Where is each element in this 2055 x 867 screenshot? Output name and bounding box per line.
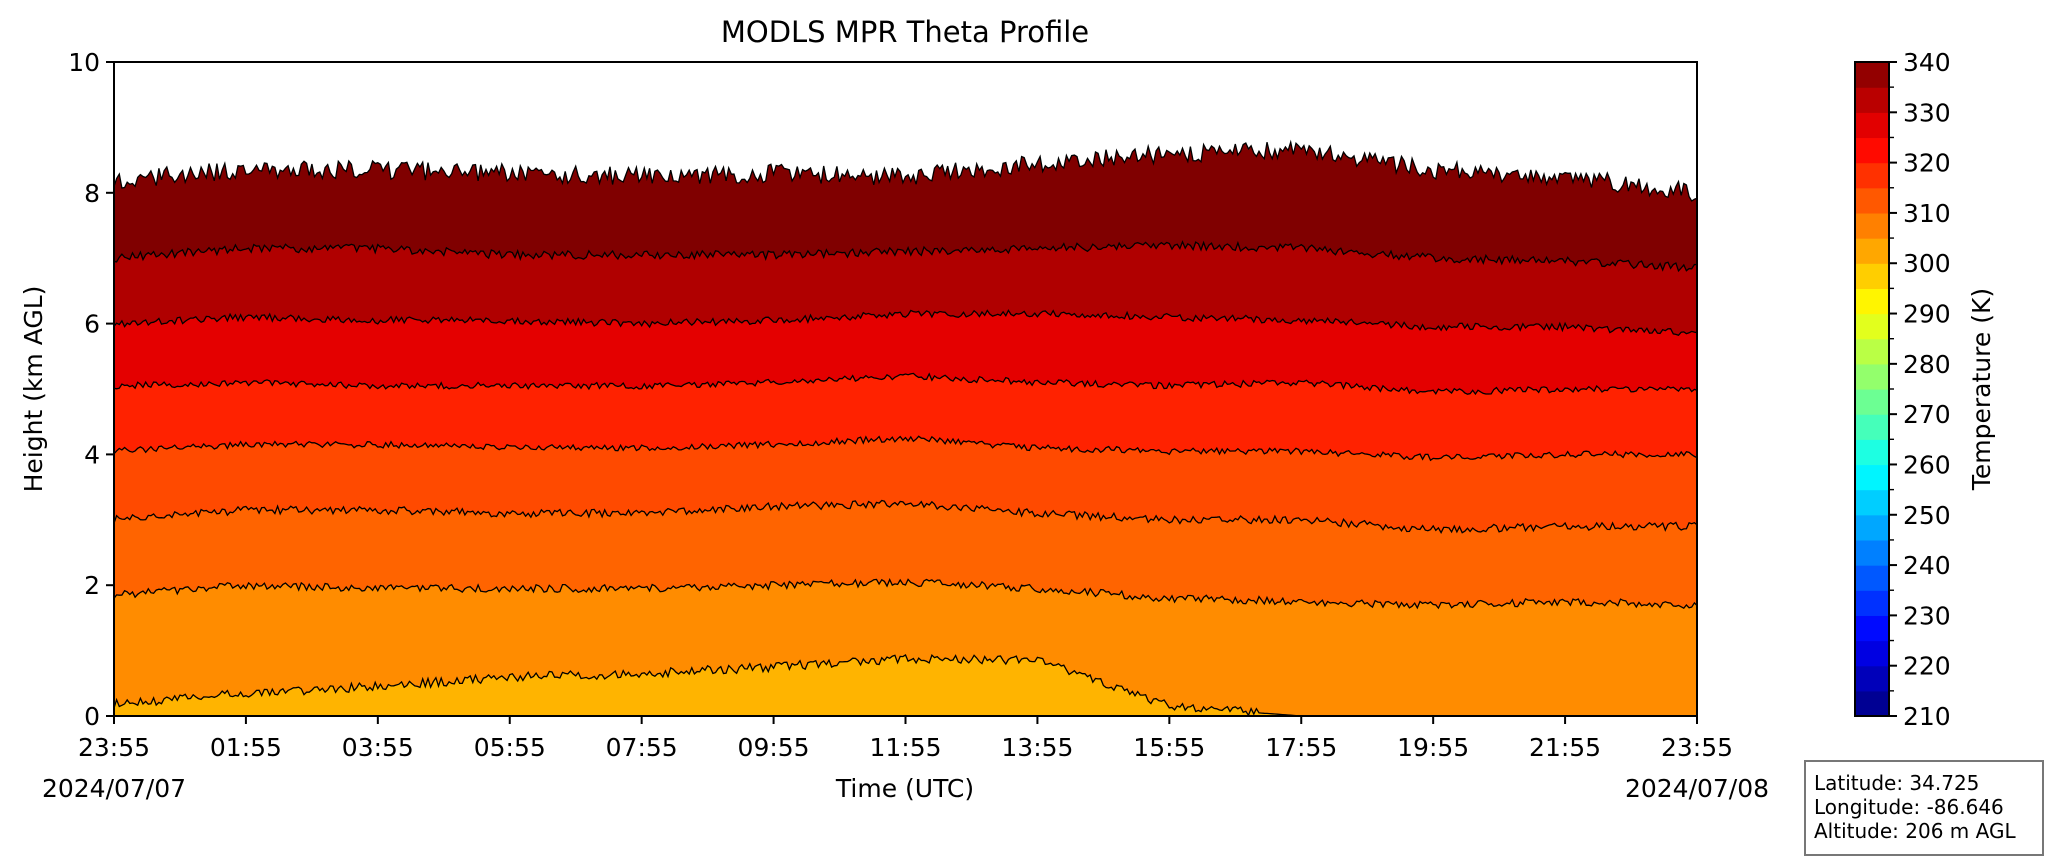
longitude-text: Longitude: -86.646 — [1814, 795, 2004, 819]
colorbar: 210 220 230 240 250 260 270 280 290 300 310 320 330 3… — [1854, 48, 1951, 731]
colorbar-segment — [1855, 389, 1889, 415]
x-tick-label: 21:55 — [1529, 733, 1601, 762]
x-tick-label: 09:55 — [738, 733, 810, 762]
x-tick-label: 23:55 — [1661, 733, 1733, 762]
colorbar-tick-label: 240 — [1903, 551, 1951, 580]
y-tick-label: 8 — [84, 179, 100, 208]
colorbar-segment — [1855, 187, 1889, 214]
colorbar-tick-label: 290 — [1903, 300, 1951, 329]
colorbar-segment — [1855, 112, 1889, 139]
colorbar-segment — [1855, 539, 1889, 566]
colorbar-segment — [1855, 439, 1889, 466]
colorbar-segment — [1855, 288, 1889, 315]
colorbar-tick-label: 330 — [1903, 98, 1951, 127]
contour-line-335 — [114, 240, 1697, 273]
x-tick-label: 19:55 — [1397, 733, 1469, 762]
colorbar-segment — [1855, 690, 1889, 717]
colorbar-segment — [1855, 313, 1889, 340]
contour-line-top — [114, 139, 1697, 202]
colorbar-tick-label: 220 — [1903, 652, 1951, 681]
colorbar-segment — [1855, 514, 1889, 541]
colorbar-tick-label: 300 — [1903, 249, 1951, 278]
contour-band-300 — [114, 655, 1697, 716]
location-info-box: Latitude: 34.725 Longitude: -86.646 Alti… — [1804, 760, 2044, 856]
colorbar-tick-label: 210 — [1903, 702, 1951, 731]
colorbar-segment — [1855, 212, 1889, 239]
colorbar-segment — [1855, 62, 1889, 88]
x-tick-label: 15:55 — [1133, 733, 1205, 762]
x-tick-label: 03:55 — [342, 733, 414, 762]
colorbar-label: Temperature (K) — [1967, 288, 1996, 491]
colorbar-tick-label: 260 — [1903, 450, 1951, 479]
x-tick-label: 01:55 — [210, 733, 282, 762]
x-tick-label: 13:55 — [1001, 733, 1073, 762]
x-tick-label: 17:55 — [1265, 733, 1337, 762]
colorbar-segment — [1855, 565, 1889, 591]
colorbar-segment — [1855, 464, 1889, 491]
colorbar-segment — [1855, 640, 1889, 667]
colorbar-segment — [1855, 414, 1889, 440]
x-tick-label: 23:55 — [78, 733, 150, 762]
y-tick-label: 4 — [84, 440, 100, 469]
contour-line-315 — [114, 499, 1697, 534]
x-axis: 23:55 01:55 03:55 05:55 07:55 09:55 11:55 13:55… — [78, 716, 1733, 762]
y-tick-label: 10 — [68, 48, 100, 77]
contour-lines — [114, 139, 1697, 716]
colorbar-tick-label: 310 — [1903, 199, 1951, 228]
y-tick-label: 0 — [84, 702, 100, 731]
contour-line-305 — [114, 654, 1697, 716]
colorbar-segment — [1855, 590, 1889, 616]
colorbar-tick-label: 230 — [1903, 601, 1951, 630]
y-tick-label: 6 — [84, 310, 100, 339]
colorbar-segment — [1855, 137, 1889, 164]
colorbar-tick-label: 280 — [1903, 350, 1951, 379]
x-axis-label: Time (UTC) — [835, 774, 974, 803]
colorbar-tick-label: 250 — [1903, 501, 1951, 530]
x-tick-label: 05:55 — [474, 733, 546, 762]
colorbar-segment — [1855, 263, 1889, 289]
contour-line-330 — [114, 309, 1697, 337]
latitude-text: Latitude: 34.725 — [1814, 771, 1980, 795]
contour-fills — [114, 142, 1697, 716]
colorbar-segment — [1855, 238, 1889, 264]
colorbar-tick-label: 320 — [1903, 149, 1951, 178]
end-date-label: 2024/07/08 — [1625, 774, 1769, 803]
colorbar-tick-label: 340 — [1903, 48, 1951, 77]
x-tick-label: 07:55 — [606, 733, 678, 762]
colorbar-segment — [1855, 338, 1889, 365]
y-axis-label: Height (km AGL) — [19, 286, 48, 493]
contour-line-320 — [114, 435, 1697, 462]
y-axis: 0 2 4 6 8 10 — [68, 48, 114, 731]
y-tick-label: 2 — [84, 571, 100, 600]
contour-line-325 — [114, 372, 1697, 396]
contour-line-310 — [114, 577, 1697, 610]
chart-title: MODLS MPR Theta Profile — [721, 15, 1089, 49]
colorbar-segment — [1855, 489, 1889, 516]
colorbar-segment — [1855, 162, 1889, 189]
colorbar-segment — [1855, 665, 1889, 692]
colorbar-segment — [1855, 87, 1889, 113]
colorbar-segment — [1855, 615, 1889, 642]
colorbar-tick-label: 270 — [1903, 400, 1951, 429]
altitude-text: Altitude: 206 m AGL — [1814, 819, 2016, 843]
start-date-label: 2024/07/07 — [42, 774, 186, 803]
x-tick-label: 11:55 — [869, 733, 941, 762]
colorbar-segment — [1855, 363, 1889, 390]
